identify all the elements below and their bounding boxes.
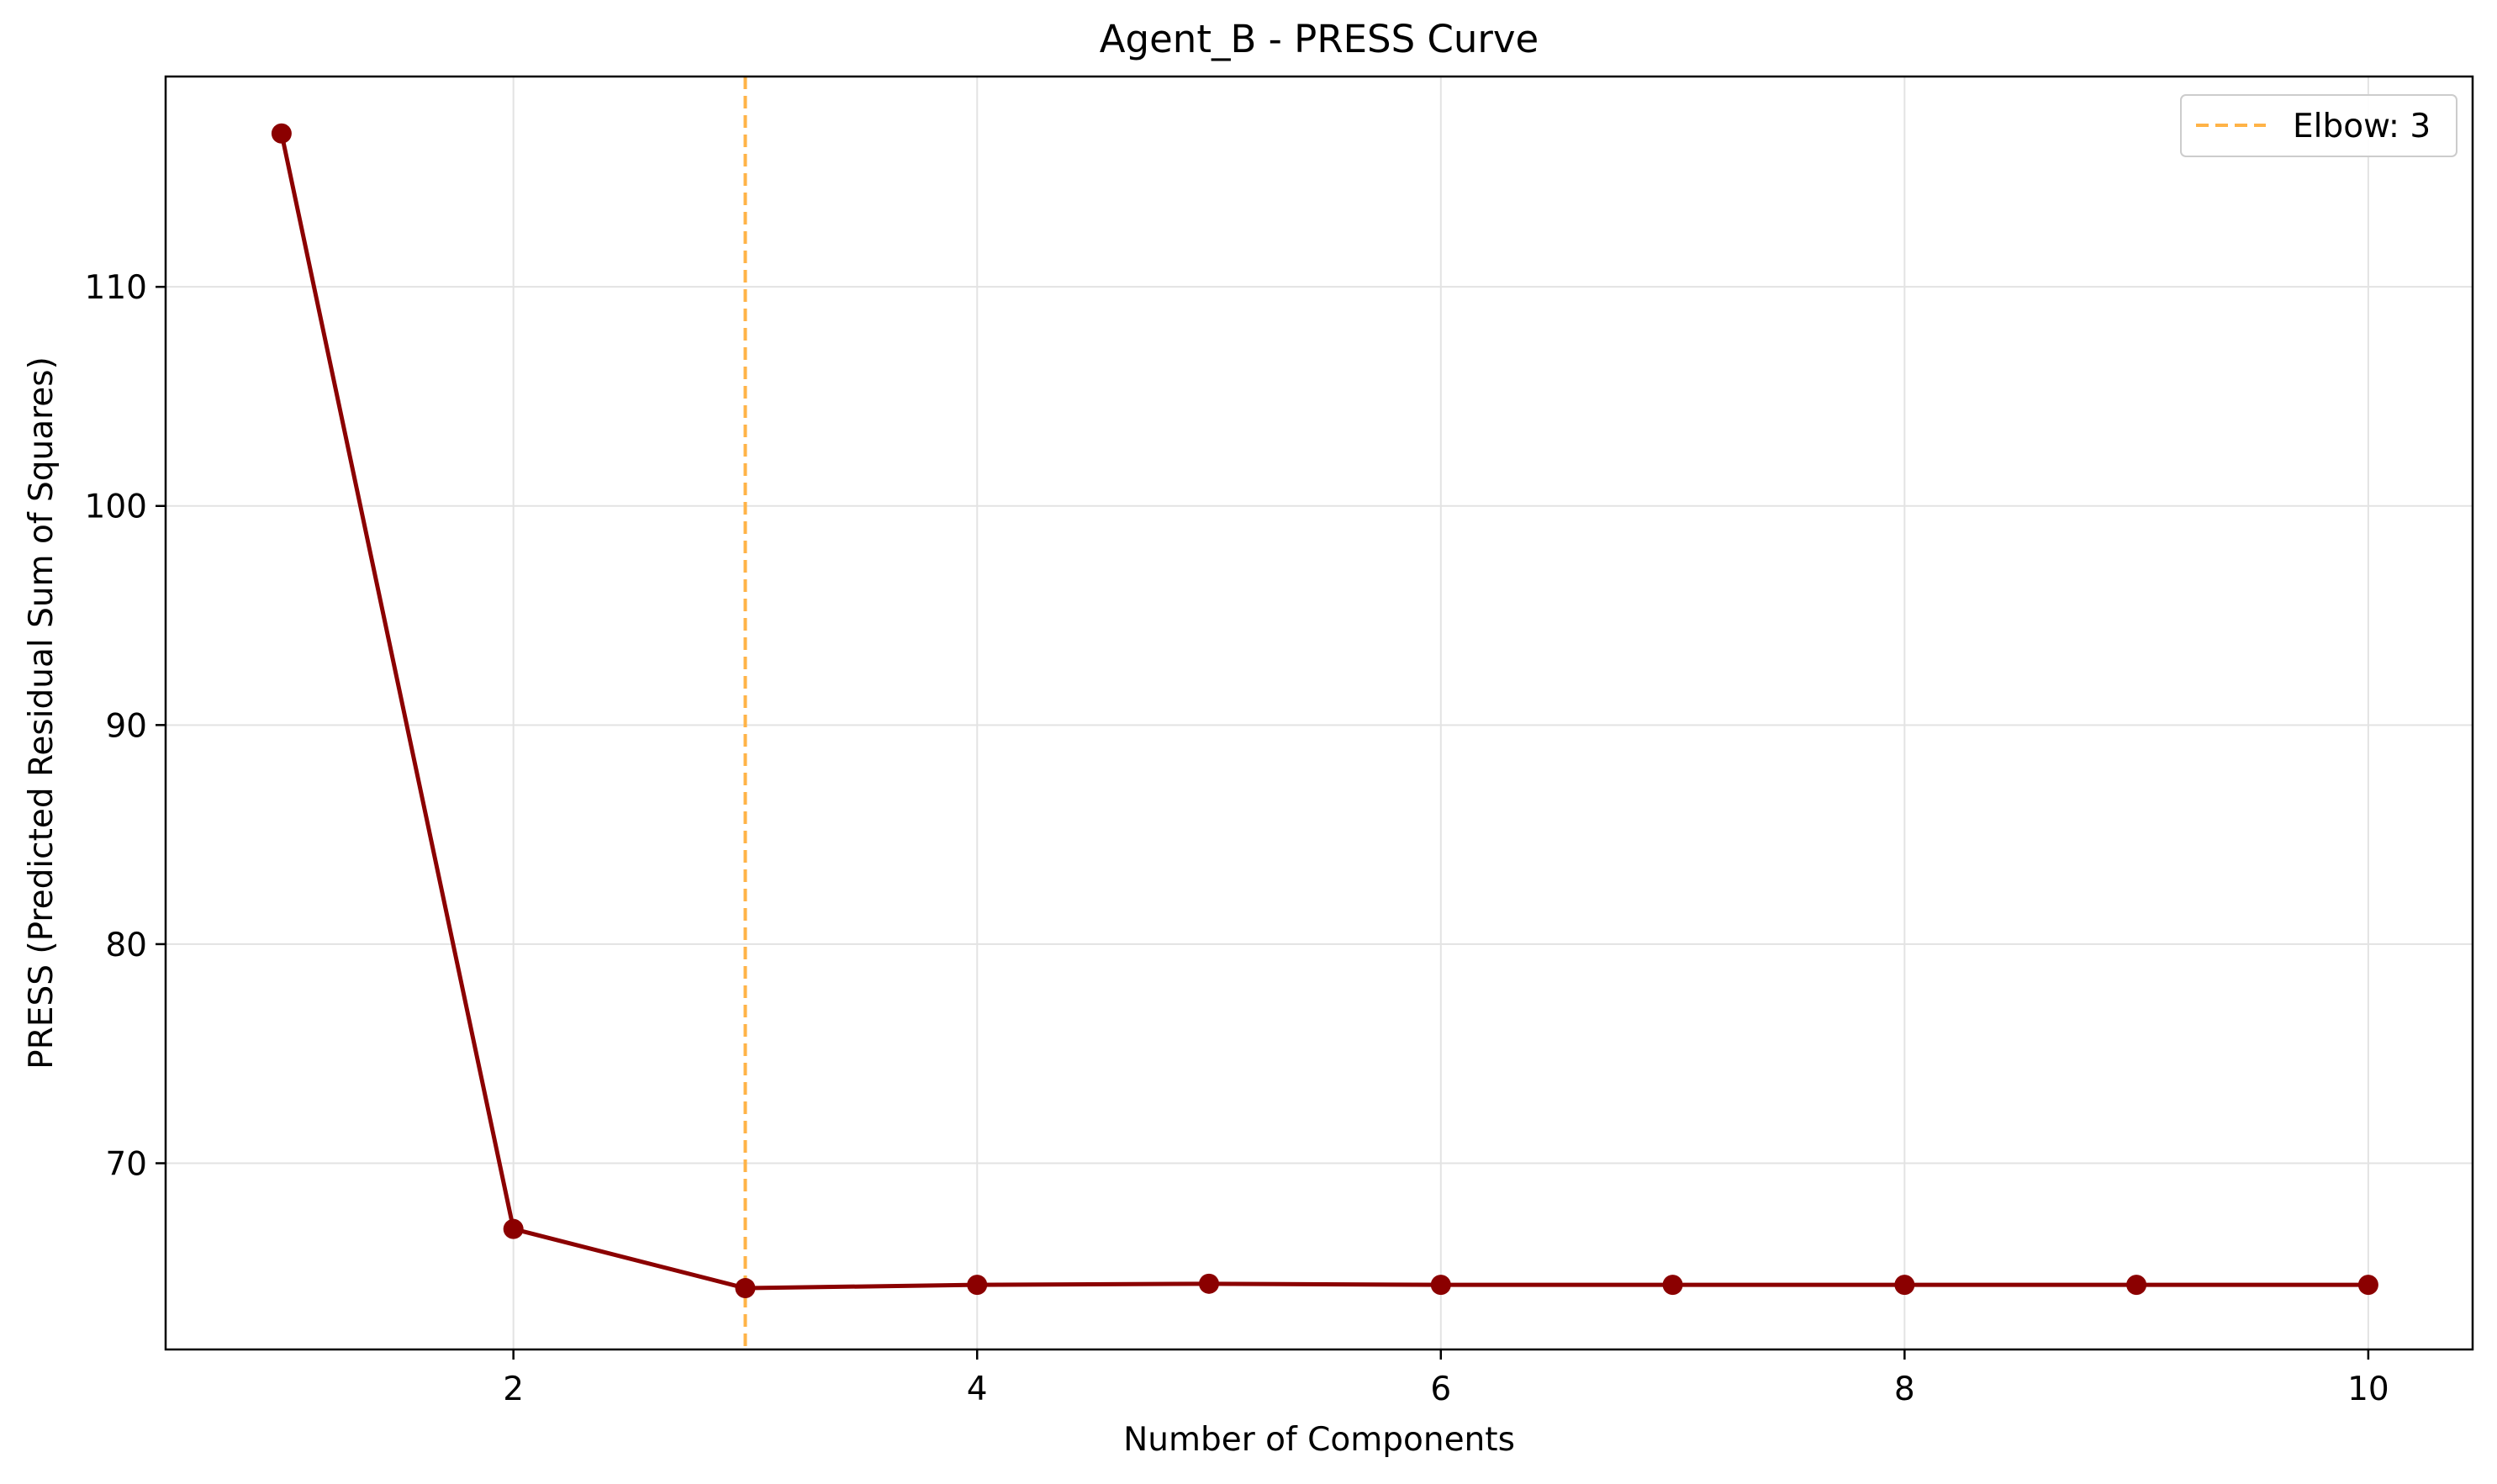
x-tick-label: 4 bbox=[967, 1370, 988, 1408]
y-tick-label: 80 bbox=[105, 927, 147, 964]
press-data-point bbox=[2357, 1275, 2378, 1296]
y-tick-label: 110 bbox=[85, 269, 147, 307]
y-tick-label: 100 bbox=[85, 489, 147, 526]
press-data-point bbox=[1662, 1275, 1683, 1296]
x-axis-label: Number of Components bbox=[1123, 1421, 1515, 1459]
axis-ticks: 2 4 6 8 10 70 80 90 100 110 bbox=[85, 269, 2389, 1408]
chart-title: Agent_B - PRESS Curve bbox=[1100, 17, 1539, 61]
press-data-point bbox=[2126, 1275, 2147, 1296]
legend-label-elbow: Elbow: 3 bbox=[2293, 108, 2431, 145]
press-data-point bbox=[271, 123, 292, 144]
plot-frame bbox=[164, 75, 2474, 1351]
x-tick-label: 2 bbox=[503, 1370, 524, 1408]
x-tick-label: 8 bbox=[1894, 1370, 1915, 1408]
legend: Elbow: 3 bbox=[2180, 94, 2457, 157]
y-tick-label: 70 bbox=[105, 1146, 147, 1184]
y-axis-label: PRESS (Predicted Residual Sum of Squares… bbox=[23, 356, 61, 1069]
x-tick-label: 6 bbox=[1430, 1370, 1451, 1408]
press-series-line bbox=[279, 131, 2371, 1291]
press-data-point bbox=[1894, 1275, 1915, 1296]
series-layer bbox=[271, 123, 2378, 1299]
x-tick-label: 10 bbox=[2347, 1370, 2389, 1408]
legend-box bbox=[2180, 94, 2457, 157]
press-data-point bbox=[1430, 1275, 1451, 1296]
press-data-point bbox=[967, 1275, 988, 1296]
press-data-point bbox=[503, 1218, 524, 1239]
press-data-point bbox=[735, 1278, 756, 1299]
grid-lines bbox=[166, 77, 2473, 1349]
press-data-point bbox=[1199, 1273, 1220, 1294]
y-tick-label: 90 bbox=[105, 707, 147, 745]
